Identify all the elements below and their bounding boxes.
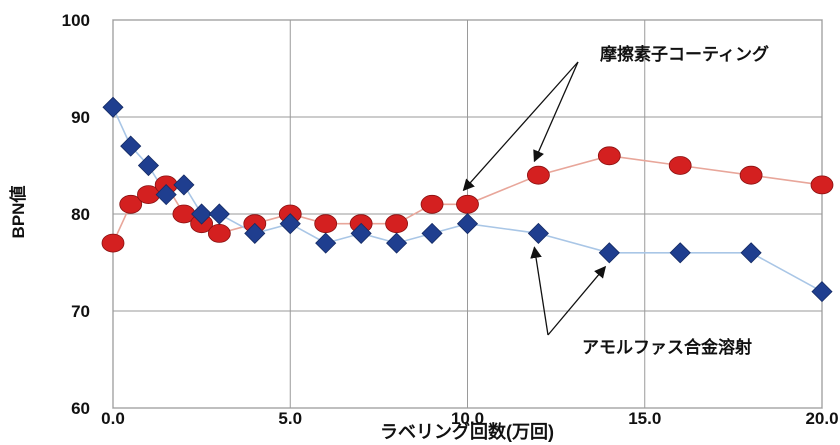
series-1-point (173, 174, 195, 196)
series-1-point (456, 213, 479, 235)
series-1-point (120, 135, 142, 157)
series-0-point (597, 146, 621, 166)
series-1-point (155, 184, 177, 206)
annotation-label: 摩擦素子コーティング (600, 44, 769, 64)
x-tick-label: 0.0 (101, 409, 125, 428)
series-0-point (420, 194, 444, 214)
series-0-point (527, 165, 550, 185)
series-1-point (669, 242, 691, 264)
y-axis-title: BPN値 (8, 186, 28, 239)
series-1-point (350, 222, 372, 244)
series-1-point (811, 281, 833, 303)
series-1-point (386, 232, 408, 254)
series-1-point (740, 242, 762, 264)
series-0-point (119, 194, 143, 214)
series-1-point (598, 242, 620, 264)
axis-layer: 60 70 80 90 100 0.0 5.0 10.0 15.0 20.0 (62, 11, 839, 428)
series-1-point (208, 203, 230, 225)
annotation-arrow (462, 61, 579, 192)
y-tick-label: 90 (71, 108, 90, 127)
series-0-point (101, 233, 125, 253)
series-0-point (385, 214, 409, 234)
annotation-arrow (533, 61, 579, 163)
series-0-point (456, 194, 479, 214)
y-tick-label: 80 (71, 205, 90, 224)
x-tick-label: 20.0 (805, 409, 838, 428)
series-0-point (668, 156, 692, 175)
annotation-label: アモルファス合金溶射 (582, 337, 752, 357)
series-1-point (102, 96, 124, 118)
x-tick-label: 15.0 (628, 409, 661, 428)
series-1-point (244, 222, 266, 244)
series-1-point (421, 222, 443, 244)
series-1-point (191, 203, 213, 225)
series-0-point (739, 165, 763, 185)
x-tick-label: 10.0 (451, 409, 484, 428)
y-tick-label: 100 (62, 11, 90, 30)
y-tick-label: 70 (71, 302, 90, 321)
series-0-point (207, 223, 231, 243)
series-0-point (314, 214, 338, 234)
series-1-point (315, 232, 337, 254)
series-layer (101, 96, 834, 303)
series-1-point (279, 213, 301, 235)
x-tick-label: 5.0 (278, 409, 302, 428)
series-1-point (527, 222, 549, 244)
series-1-point (137, 154, 160, 177)
annotation-arrow (530, 246, 549, 336)
series-0-point (810, 175, 834, 195)
y-tick-label: 60 (71, 399, 90, 418)
annotation-arrow (547, 265, 607, 336)
x-axis-title: ラベリング回数(万回) (380, 421, 554, 442)
grid-layer (112, 19, 823, 409)
